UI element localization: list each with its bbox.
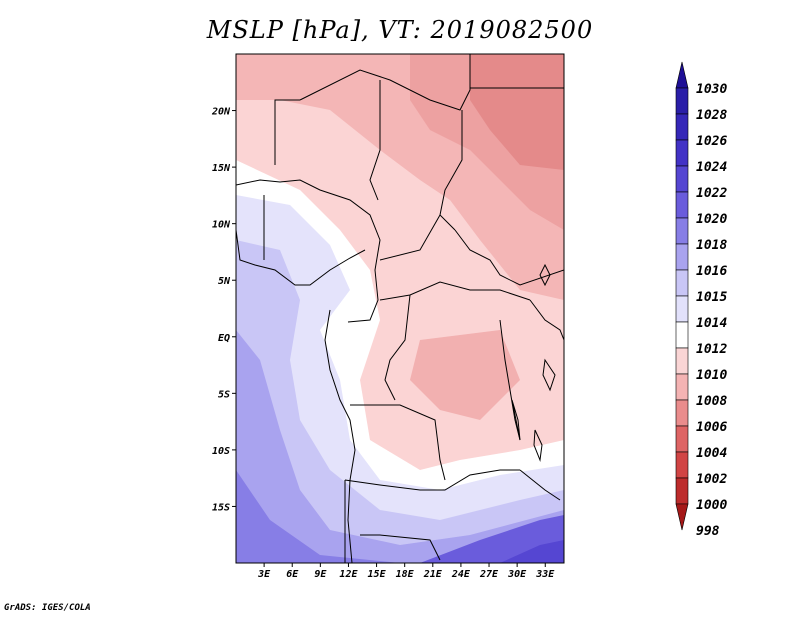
legend-swatch [675, 295, 689, 323]
lon-tick-label: 15E [368, 569, 387, 580]
legend-label: 998 [696, 524, 720, 539]
legend-label: 1014 [696, 316, 727, 331]
border-angola-drc [350, 404, 446, 481]
lon-tick-label: 6E [286, 569, 299, 580]
legend-label: 1030 [696, 82, 727, 97]
lake-tanganyika-icon [511, 399, 521, 441]
lon-tick-label: 27E [479, 569, 499, 580]
lat-tick-label: 15S [212, 502, 230, 513]
legend-swatch [675, 217, 689, 245]
lon-tick-label: 30E [507, 569, 527, 580]
country-borders [236, 54, 564, 563]
legend-label: 1008 [696, 394, 727, 409]
border-car [379, 214, 441, 261]
lon-tick-label: 12E [339, 569, 358, 580]
legend-label: 1020 [696, 212, 727, 227]
lat-tick-label: 5S [218, 389, 230, 400]
lon-tick-label: 9E [314, 569, 327, 580]
lat-tick-label: 10N [212, 220, 231, 231]
map-frame [235, 53, 565, 564]
field-1024-south [500, 540, 564, 563]
legend-label: 1022 [696, 186, 727, 201]
legend-label: 1026 [696, 134, 727, 149]
border-niger-chad [369, 80, 381, 201]
lon-tick-label: 21E [423, 569, 443, 580]
legend-label: 1015 [696, 290, 727, 305]
lakes [511, 263, 556, 462]
credit-label: GrADS: IGES/COLA [4, 603, 91, 613]
legend-swatch [675, 113, 689, 141]
map-title: MSLP [hPa], VT: 2019082500 [206, 16, 594, 44]
legend-swatch [675, 321, 689, 349]
pressure-field [236, 54, 564, 563]
legend-label: 1000 [696, 498, 727, 513]
legend-arrow-top [675, 61, 689, 89]
lon-tick-label: 3E [257, 569, 271, 580]
legend-swatch [675, 373, 689, 401]
border-mali [274, 99, 300, 165]
field-1020-west [236, 470, 400, 563]
border-uganda-kenya [529, 299, 564, 341]
legend-swatch [675, 425, 689, 453]
latitude-axis: 20N 15N 10N 5N EQ 5S 10S 15S [211, 107, 236, 513]
lake-malawi-icon [533, 429, 543, 462]
color-legend: 1030 1028 1026 1024 1022 1020 1018 1016 1015 1014… [675, 61, 727, 539]
legend-swatch [675, 269, 689, 297]
lake-rukwa-icon [542, 358, 556, 392]
legend-label: 1010 [696, 368, 727, 383]
legend-swatch [675, 399, 689, 427]
field-1006-north [470, 54, 564, 170]
lat-tick-label: 5N [218, 276, 231, 287]
coastline-southwest [324, 309, 356, 563]
legend-swatch [675, 139, 689, 167]
field-1016 [236, 240, 564, 563]
lon-tick-label: 18E [396, 569, 415, 580]
lake-victoria-icon [539, 263, 551, 287]
legend-label: 1018 [696, 238, 727, 253]
border-great-lakes [499, 319, 521, 441]
legend-swatch [675, 243, 689, 271]
legend-swatch [675, 191, 689, 219]
legend-label: 1024 [696, 160, 727, 175]
legend-label: 1006 [696, 420, 727, 435]
lat-tick-label: 15N [212, 163, 231, 174]
border-botswana [360, 534, 441, 561]
legend-swatch [675, 165, 689, 193]
border-north [299, 54, 471, 111]
border-mozambique [519, 469, 561, 501]
border-chad-sudan [439, 110, 463, 231]
legend-swatch [675, 87, 689, 115]
legend-label: 1004 [696, 446, 727, 461]
legend-swatch [675, 347, 689, 375]
legend-label: 1028 [696, 108, 727, 123]
border-sudan-south [454, 229, 564, 286]
lat-tick-label: 20N [211, 107, 231, 118]
legend-swatch [675, 451, 689, 479]
lat-tick-label: EQ [218, 333, 230, 344]
border-congo [384, 294, 411, 401]
coastline-gulf-guinea [236, 229, 366, 286]
field-1010-central [410, 330, 520, 420]
lon-tick-label: 24E [451, 569, 471, 580]
legend-swatch [675, 477, 689, 505]
lon-tick-label: 33E [535, 569, 555, 580]
legend-label: 1002 [696, 472, 727, 487]
border-drc-north [379, 281, 531, 301]
longitude-axis: 3E 6E 9E 12E 15E 18E 21E 24E 27E 30E 33E [257, 563, 555, 580]
legend-arrow-bottom [675, 503, 689, 531]
legend-label: 1012 [696, 342, 727, 357]
coastline-west-africa [236, 179, 381, 323]
lat-tick-label: 10S [212, 446, 230, 457]
border-angola-zambia [344, 469, 520, 491]
legend-label: 1016 [696, 264, 727, 279]
